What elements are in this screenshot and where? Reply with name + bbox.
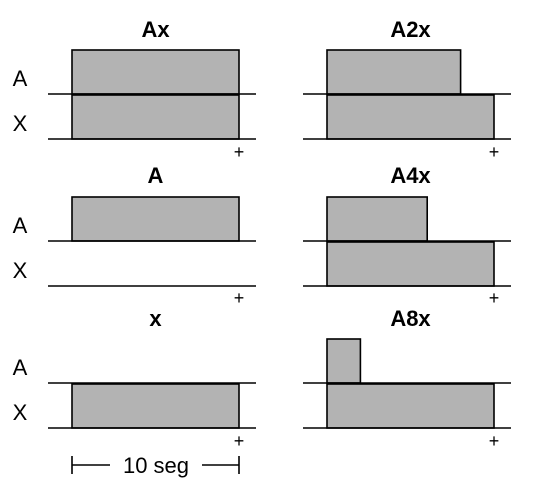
panel: AAX+: [13, 163, 256, 308]
row-label: A: [13, 66, 28, 91]
stimulus-pulse: [326, 338, 362, 384]
stimulus-pulse: [326, 94, 495, 140]
row-label: X: [13, 258, 28, 283]
panel-title: A4x: [390, 163, 431, 188]
stimulus-pulse: [326, 196, 428, 242]
plus-marker: +: [489, 288, 500, 308]
row-label: A: [13, 213, 28, 238]
panel-title: A: [148, 163, 164, 188]
plus-marker: +: [234, 288, 245, 308]
plus-marker: +: [489, 142, 500, 162]
panel: A2x +: [303, 17, 511, 162]
row-label: X: [13, 400, 28, 425]
panel: A8x +: [303, 306, 511, 451]
panel: A4x +: [303, 163, 511, 308]
stimulus-pulse: [71, 196, 240, 242]
row-label: X: [13, 111, 28, 136]
stimulus-pulse: [326, 383, 495, 429]
plus-marker: +: [234, 142, 245, 162]
panel-title: A2x: [390, 17, 431, 42]
panel-title: A8x: [390, 306, 431, 331]
panel: Ax AX +: [13, 17, 256, 162]
plus-marker: +: [489, 431, 500, 451]
panel: x AX +: [13, 306, 256, 451]
stimulus-pulse: [326, 49, 462, 95]
scale-bar-label: 10 seg: [123, 453, 189, 478]
stimulus-pulse: [71, 383, 240, 429]
stimulus-pulse: [71, 49, 240, 95]
stimulus-pulse: [326, 241, 495, 287]
plus-marker: +: [234, 431, 245, 451]
time-scale-bar: 10 seg: [71, 453, 240, 478]
stimulus-pulse: [71, 94, 240, 140]
panel-title: Ax: [141, 17, 170, 42]
panel-title: x: [149, 306, 162, 331]
row-label: A: [13, 355, 28, 380]
